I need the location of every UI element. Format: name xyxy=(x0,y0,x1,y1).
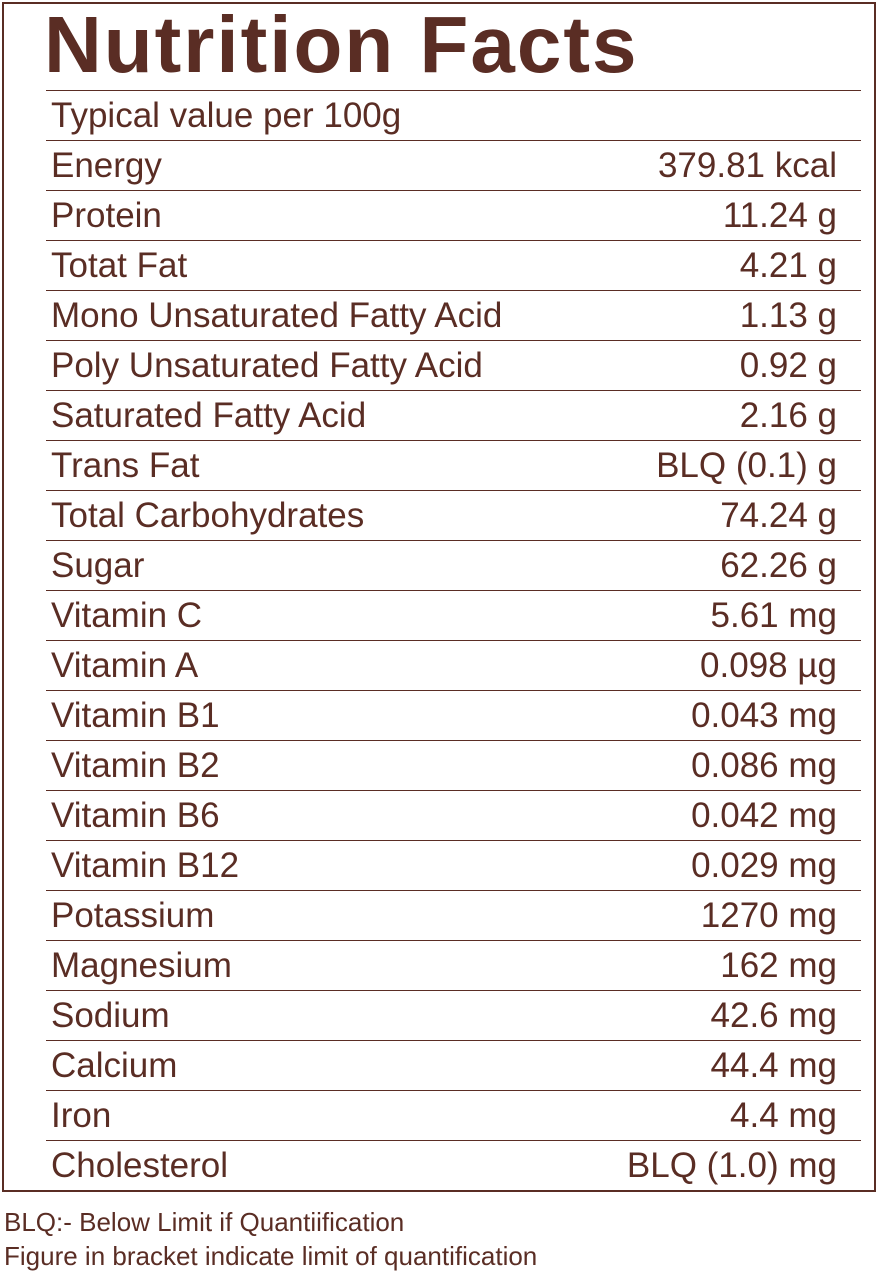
nutrient-value: 379.81 kcal xyxy=(657,146,837,185)
nutrient-value: 0.043 mg xyxy=(691,696,837,735)
nutrient-label: Sodium xyxy=(51,996,170,1035)
serving-row: Typical value per 100g xyxy=(46,90,861,140)
nutrition-facts-title: Nutrition Facts xyxy=(44,0,639,89)
nutrient-value: 0.92 g xyxy=(739,346,837,385)
nutrient-row: Vitamin B2 0.086 mg xyxy=(46,740,861,790)
nutrient-table: Typical value per 100g Energy 379.81 kcal… xyxy=(46,90,861,1190)
nutrient-label: Saturated Fatty Acid xyxy=(51,396,367,435)
nutrient-value: 0.098 µg xyxy=(700,646,837,685)
nutrient-value: 62.26 g xyxy=(720,546,837,585)
nutrient-row: Total Carbohydrates 74.24 g xyxy=(46,490,861,540)
nutrient-row: Energy 379.81 kcal xyxy=(46,140,861,190)
nutrient-value: 44.4 mg xyxy=(710,1046,837,1085)
nutrient-value: 42.6 mg xyxy=(710,996,837,1035)
nutrient-label: Sugar xyxy=(51,546,145,585)
nutrient-row: Magnesium 162 mg xyxy=(46,940,861,990)
nutrient-label: Totat Fat xyxy=(51,246,188,285)
nutrient-row: Protein 11.24 g xyxy=(46,190,861,240)
serving-label: Typical value per 100g xyxy=(51,96,402,135)
nutrient-label: Protein xyxy=(51,196,162,235)
nutrient-label: Cholesterol xyxy=(51,1146,229,1185)
nutrient-value: BLQ (0.1) g xyxy=(656,446,837,485)
nutrient-label: Magnesium xyxy=(51,946,232,985)
nutrient-row: Vitamin A 0.098 µg xyxy=(46,640,861,690)
nutrient-row: Totat Fat 4.21 g xyxy=(46,240,861,290)
nutrient-row: Potassium 1270 mg xyxy=(46,890,861,940)
nutrient-value: 1.13 g xyxy=(739,296,837,335)
nutrient-row: Calcium 44.4 mg xyxy=(46,1040,861,1090)
nutrient-row: Vitamin B1 0.043 mg xyxy=(46,690,861,740)
nutrient-row: Saturated Fatty Acid 2.16 g xyxy=(46,390,861,440)
nutrient-row: Poly Unsaturated Fatty Acid 0.92 g xyxy=(46,340,861,390)
nutrient-value: 4.21 g xyxy=(739,246,837,285)
nutrient-rows: Energy 379.81 kcal Protein 11.24 g Totat Fat… xyxy=(46,140,861,1190)
nutrient-row: Vitamin C 5.61 mg xyxy=(46,590,861,640)
nutrient-label: Poly Unsaturated Fatty Acid xyxy=(51,346,483,385)
footnotes: BLQ:- Below Limit if Quantiification Fig… xyxy=(4,1205,537,1273)
nutrient-label: Mono Unsaturated Fatty Acid xyxy=(51,296,503,335)
nutrient-label: Vitamin B6 xyxy=(51,796,220,835)
footnote-bracket: Figure in bracket indicate limit of quan… xyxy=(4,1241,538,1271)
nutrient-label: Vitamin B12 xyxy=(51,846,240,885)
nutrient-value: 74.24 g xyxy=(720,496,837,535)
nutrient-label: Total Carbohydrates xyxy=(51,496,365,535)
nutrient-label: Iron xyxy=(51,1096,112,1135)
nutrient-row: Cholesterol BLQ (1.0) mg xyxy=(46,1140,861,1190)
nutrient-label: Vitamin B2 xyxy=(51,746,220,785)
nutrient-label: Trans Fat xyxy=(51,446,200,485)
nutrient-row: Iron 4.4 mg xyxy=(46,1090,861,1140)
nutrient-row: Trans Fat BLQ (0.1) g xyxy=(46,440,861,490)
nutrient-value: 162 mg xyxy=(720,946,837,985)
nutrient-label: Calcium xyxy=(51,1046,178,1085)
nutrient-row: Vitamin B6 0.042 mg xyxy=(46,790,861,840)
nutrient-value: BLQ (1.0) mg xyxy=(626,1146,837,1185)
nutrient-label: Vitamin C xyxy=(51,596,203,635)
nutrient-label: Potassium xyxy=(51,896,215,935)
nutrient-row: Sugar 62.26 g xyxy=(46,540,861,590)
nutrient-value: 11.24 g xyxy=(722,196,837,235)
nutrient-row: Sodium 42.6 mg xyxy=(46,990,861,1040)
nutrient-row: Mono Unsaturated Fatty Acid 1.13 g xyxy=(46,290,861,340)
footnote-blq: BLQ:- Below Limit if Quantiification xyxy=(4,1207,405,1237)
nutrient-row: Vitamin B12 0.029 mg xyxy=(46,840,861,890)
nutrition-facts-panel: Nutrition Facts Typical value per 100g E… xyxy=(2,2,876,1192)
nutrient-value: 0.029 mg xyxy=(691,846,837,885)
nutrient-label: Vitamin A xyxy=(51,646,199,685)
nutrient-value: 2.16 g xyxy=(739,396,837,435)
nutrient-value: 0.086 mg xyxy=(691,746,837,785)
nutrient-value: 0.042 mg xyxy=(691,796,837,835)
nutrient-label: Energy xyxy=(51,146,162,185)
nutrient-value: 5.61 mg xyxy=(710,596,837,635)
nutrient-value: 4.4 mg xyxy=(730,1096,837,1135)
nutrient-label: Vitamin B1 xyxy=(51,696,220,735)
nutrient-value: 1270 mg xyxy=(700,896,837,935)
